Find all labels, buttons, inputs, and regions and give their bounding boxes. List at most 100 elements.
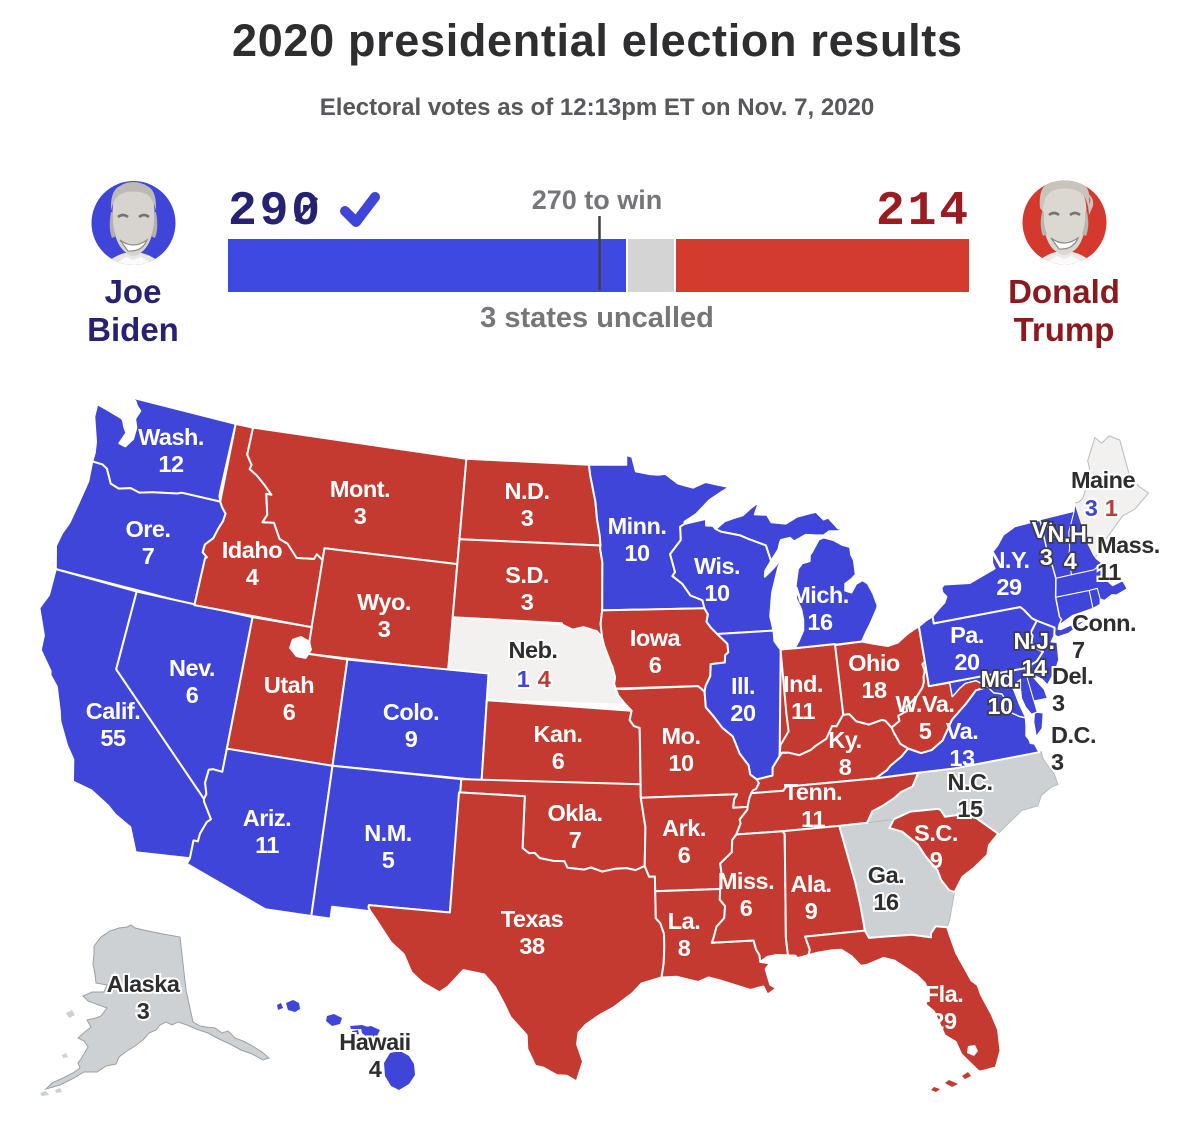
svg-text:N.D.: N.D. xyxy=(505,478,550,504)
svg-text:Calif.: Calif. xyxy=(86,698,140,724)
svg-text:Texas: Texas xyxy=(501,906,564,932)
svg-text:18: 18 xyxy=(861,677,887,703)
svg-text:Ohio: Ohio xyxy=(848,650,900,676)
svg-text:11: 11 xyxy=(801,806,825,832)
svg-text:N.C.: N.C. xyxy=(948,769,993,795)
svg-text:4: 4 xyxy=(246,564,259,590)
svg-text:9: 9 xyxy=(805,898,818,924)
svg-text:Kan.: Kan. xyxy=(534,721,583,747)
svg-text:14: 14 xyxy=(1021,655,1047,681)
svg-text:Ga.: Ga. xyxy=(868,862,904,888)
svg-text:10: 10 xyxy=(624,540,650,566)
svg-text:N.J.: N.J. xyxy=(1013,628,1054,654)
svg-text:1: 1 xyxy=(517,666,530,692)
svg-text:Trump: Trump xyxy=(1014,311,1115,348)
svg-text:2020 presidential election res: 2020 presidential election results xyxy=(232,15,962,66)
svg-text:Idaho: Idaho xyxy=(222,537,282,563)
svg-text:Mich.: Mich. xyxy=(791,582,849,608)
svg-text:Fla.: Fla. xyxy=(925,981,963,1007)
svg-text:3: 3 xyxy=(521,589,534,615)
svg-text:Ind.: Ind. xyxy=(783,671,823,697)
svg-text:Vt.: Vt. xyxy=(1032,517,1061,543)
svg-text:29: 29 xyxy=(931,1008,957,1034)
svg-text:20: 20 xyxy=(954,649,980,675)
svg-text:16: 16 xyxy=(873,889,899,915)
svg-text:1: 1 xyxy=(1105,495,1118,521)
svg-text:7: 7 xyxy=(569,827,582,853)
svg-text:6: 6 xyxy=(678,842,691,868)
svg-text:Okla.: Okla. xyxy=(548,800,603,826)
svg-text:Ariz.: Ariz. xyxy=(243,805,291,831)
svg-text:Mo.: Mo. xyxy=(662,723,701,749)
svg-text:Iowa: Iowa xyxy=(630,625,682,651)
svg-text:Utah: Utah xyxy=(264,672,314,698)
svg-text:Conn.: Conn. xyxy=(1072,610,1136,636)
svg-text:12: 12 xyxy=(158,451,184,477)
svg-text:Ky.: Ky. xyxy=(828,727,861,753)
svg-text:8: 8 xyxy=(839,754,852,780)
svg-text:38: 38 xyxy=(519,933,545,959)
svg-text:13: 13 xyxy=(949,745,975,771)
svg-text:N.H.: N.H. xyxy=(1048,521,1093,547)
svg-text:15: 15 xyxy=(957,796,983,822)
svg-text:3: 3 xyxy=(354,503,367,529)
svg-text:6: 6 xyxy=(283,699,296,725)
svg-text:3 states uncalled: 3 states uncalled xyxy=(480,302,714,334)
svg-text:Donald: Donald xyxy=(1008,273,1120,310)
svg-text:11: 11 xyxy=(791,698,815,724)
svg-text:214: 214 xyxy=(876,185,968,239)
svg-text:6: 6 xyxy=(186,682,199,708)
svg-text:S.C.: S.C. xyxy=(914,820,958,846)
svg-text:S.D.: S.D. xyxy=(505,562,549,588)
svg-text:11: 11 xyxy=(255,832,279,858)
svg-text:D.C.: D.C. xyxy=(1051,722,1096,748)
svg-text:3: 3 xyxy=(1051,749,1064,775)
svg-text:W.Va.: W.Va. xyxy=(896,691,955,717)
svg-text:Maine: Maine xyxy=(1071,467,1136,493)
svg-text:Alaska: Alaska xyxy=(107,971,181,997)
svg-text:Electoral votes as of 12:13pm: Electoral votes as of 12:13pm ET on Nov.… xyxy=(320,94,874,121)
svg-text:7: 7 xyxy=(1072,637,1085,663)
svg-text:Colo.: Colo. xyxy=(383,699,439,725)
svg-text:29: 29 xyxy=(996,574,1022,600)
svg-text:6: 6 xyxy=(649,652,662,678)
svg-text:N.M.: N.M. xyxy=(364,820,412,846)
svg-text:Neb.: Neb. xyxy=(509,637,558,663)
svg-text:4: 4 xyxy=(538,666,551,692)
svg-text:3: 3 xyxy=(378,616,391,642)
svg-text:Del.: Del. xyxy=(1052,663,1093,689)
svg-text:Mont.: Mont. xyxy=(330,476,390,502)
svg-text:Md.: Md. xyxy=(981,666,1020,692)
svg-text:10: 10 xyxy=(668,750,694,776)
svg-text:9: 9 xyxy=(405,726,418,752)
svg-text:4: 4 xyxy=(1064,548,1077,574)
svg-text:4: 4 xyxy=(369,1056,382,1082)
svg-text:Minn.: Minn. xyxy=(608,513,667,539)
svg-text:3: 3 xyxy=(137,998,150,1024)
svg-text:11: 11 xyxy=(1097,559,1121,585)
svg-text:9: 9 xyxy=(930,847,943,873)
svg-text:Tenn.: Tenn. xyxy=(784,779,842,805)
svg-text:20: 20 xyxy=(730,700,756,726)
svg-text:10: 10 xyxy=(704,580,730,606)
svg-text:Ark.: Ark. xyxy=(662,815,706,841)
svg-text:Miss.: Miss. xyxy=(718,868,774,894)
svg-text:7: 7 xyxy=(142,543,155,569)
svg-text:5: 5 xyxy=(919,718,932,744)
svg-text:5: 5 xyxy=(382,847,395,873)
svg-text:3: 3 xyxy=(521,505,534,531)
svg-text:3: 3 xyxy=(1052,690,1065,716)
svg-text:N.Y.: N.Y. xyxy=(988,547,1029,573)
svg-text:Ore.: Ore. xyxy=(125,516,170,542)
svg-text:Va.: Va. xyxy=(946,718,978,744)
svg-text:Hawaii: Hawaii xyxy=(339,1029,410,1055)
svg-text:La.: La. xyxy=(668,908,700,934)
svg-text:Pa.: Pa. xyxy=(950,622,984,648)
svg-text:6: 6 xyxy=(740,895,753,921)
svg-text:6: 6 xyxy=(552,748,565,774)
svg-text:Wyo.: Wyo. xyxy=(357,589,411,615)
svg-text:8: 8 xyxy=(678,935,691,961)
svg-text:Ill.: Ill. xyxy=(731,673,755,699)
svg-text:Biden: Biden xyxy=(87,311,179,348)
svg-text:3: 3 xyxy=(1040,544,1053,570)
